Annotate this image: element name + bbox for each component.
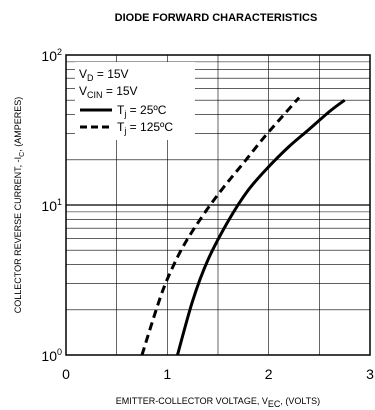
chart-title: DIODE FORWARD CHARACTERISTICS <box>115 12 318 24</box>
series-curves <box>140 96 346 356</box>
y-tick-label: 102 <box>41 47 62 64</box>
condition-vd: VD = 15V <box>79 67 129 83</box>
y-axis-label: COLLECTOR REVERSE CURRENT, -IC, (AMPERES… <box>13 97 26 313</box>
x-tick-label: 0 <box>62 366 70 382</box>
x-tick-labels: 0 1 2 3 <box>62 366 374 382</box>
legend-label-25c: Tj = 25ºC <box>117 103 167 119</box>
x-tick-label: 2 <box>265 366 273 382</box>
legend: VD = 15V VCIN = 15V Tj = 25ºC Tj = 125ºC <box>75 62 195 140</box>
y-tick-label: 100 <box>41 347 62 364</box>
condition-vcin: VCIN = 15V <box>79 84 138 100</box>
x-tick-label: 3 <box>366 366 374 382</box>
legend-label-125c: Tj = 125ºC <box>117 120 173 136</box>
curve-125c <box>140 96 301 356</box>
curve-25c <box>176 98 346 356</box>
y-tick-labels: 100 101 102 <box>41 47 62 364</box>
y-tick-label: 101 <box>41 197 62 214</box>
x-axis-label: EMITTER-COLLECTOR VOLTAGE, VEC, (VOLTS) <box>116 396 320 409</box>
x-tick-label: 1 <box>163 366 171 382</box>
plot-frame <box>65 54 371 356</box>
